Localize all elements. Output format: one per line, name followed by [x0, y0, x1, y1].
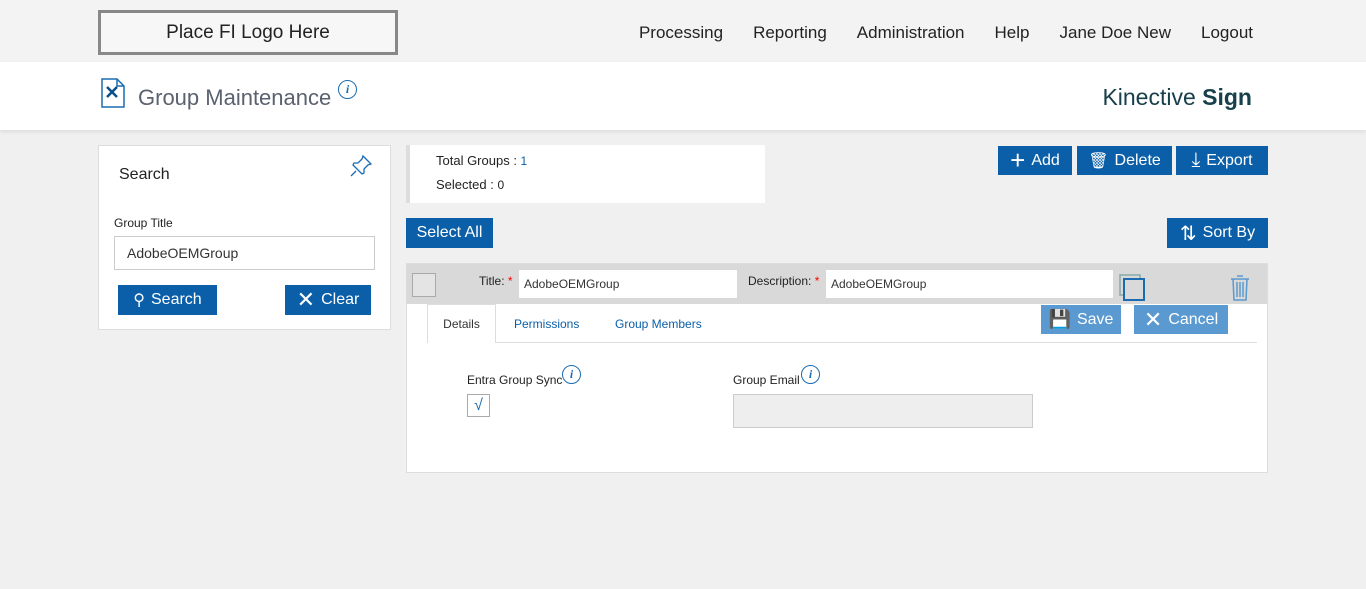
selected-value: 0: [497, 178, 505, 192]
nav-help[interactable]: Help: [994, 23, 1030, 42]
tab-divider: [427, 342, 1257, 343]
export-button[interactable]: ⤓ Export: [1176, 146, 1268, 175]
plus-icon: +: [1010, 145, 1026, 175]
save-label: Save: [1076, 310, 1114, 328]
clear-button[interactable]: ✕ Clear: [285, 285, 371, 315]
nav-logout[interactable]: Logout: [1201, 23, 1253, 42]
selected-count: Selected : 0: [436, 177, 504, 192]
group-title-label: Group Title: [114, 216, 173, 230]
required-mark: *: [814, 274, 820, 288]
entra-sync-label: Entra Group Sync: [467, 373, 563, 387]
cancel-button[interactable]: ✕ Cancel: [1134, 305, 1228, 334]
nav-processing[interactable]: Processing: [638, 23, 724, 42]
brand-logo: Kinective Sign: [1102, 84, 1252, 111]
info-icon[interactable]: i: [562, 365, 581, 384]
main-nav: Processing Reporting Administration Help…: [639, 23, 1253, 43]
description-label: Description: *: [748, 274, 819, 288]
delete-label: Delete: [1114, 151, 1161, 169]
add-button[interactable]: + Add: [998, 145, 1072, 175]
nav-user[interactable]: Jane Doe New: [1059, 23, 1171, 42]
tab-group-members[interactable]: Group Members: [615, 317, 702, 331]
summary-panel: Total Groups : 1 Selected : 0: [406, 145, 765, 203]
total-groups: Total Groups : 1: [436, 153, 527, 168]
search-panel: Search Group Title AdobeOEMGroup ⚲ Search…: [98, 145, 391, 330]
download-icon: ⤓: [1191, 149, 1201, 171]
save-button[interactable]: 💾 Save: [1041, 305, 1121, 334]
tab-details[interactable]: Details: [427, 304, 496, 343]
description-input[interactable]: AdobeOEMGroup: [826, 270, 1113, 298]
document-tools-icon: [101, 78, 125, 108]
total-label: Total Groups :: [436, 153, 521, 168]
title-label-text: Title:: [479, 274, 505, 288]
search-panel-title: Search: [119, 166, 170, 183]
clear-button-label: Clear: [321, 291, 360, 308]
group-card: Title: * AdobeOEMGroup Description: * Ad…: [406, 263, 1268, 473]
sort-icon: ⇅: [1179, 222, 1197, 245]
title-label: Title: *: [479, 274, 513, 288]
close-icon: ✕: [296, 287, 316, 312]
copy-icon[interactable]: [1119, 274, 1147, 302]
search-icon: ⚲: [133, 292, 145, 309]
page-title: Group Maintenance: [138, 85, 331, 111]
sort-by-button[interactable]: ⇅ Sort By: [1167, 218, 1268, 248]
info-icon[interactable]: i: [338, 80, 357, 99]
logo-placeholder: Place FI Logo Here: [98, 10, 398, 55]
nav-administration[interactable]: Administration: [856, 23, 965, 42]
selected-label: Selected :: [436, 177, 498, 192]
group-email-input[interactable]: [733, 394, 1033, 428]
group-select-checkbox[interactable]: [412, 273, 436, 297]
brand-text-bold: Sign: [1202, 84, 1252, 110]
total-value: 1: [520, 154, 528, 168]
title-input[interactable]: AdobeOEMGroup: [519, 270, 737, 298]
trash-icon[interactable]: [1229, 274, 1251, 302]
save-icon: 💾: [1048, 309, 1071, 329]
pin-icon[interactable]: [349, 154, 373, 178]
delete-button[interactable]: 🗑 Delete: [1077, 146, 1172, 175]
description-label-text: Description:: [748, 274, 812, 288]
page-title-text: Group Maintenance: [138, 85, 332, 110]
add-label: Add: [1031, 151, 1060, 169]
search-button-label: Search: [151, 291, 202, 308]
cancel-label: Cancel: [1168, 310, 1219, 328]
group-title-input[interactable]: AdobeOEMGroup: [114, 236, 375, 270]
group-email-label: Group Email: [733, 373, 800, 387]
tab-permissions[interactable]: Permissions: [514, 317, 580, 331]
page-header: [0, 62, 1366, 130]
select-all-button[interactable]: Select All: [406, 218, 493, 248]
export-label: Export: [1206, 151, 1253, 169]
top-bar: Place FI Logo Here Processing Reporting …: [0, 0, 1366, 62]
trash-icon: 🗑: [1088, 152, 1109, 170]
sort-by-label: Sort By: [1202, 224, 1256, 241]
search-button[interactable]: ⚲ Search: [118, 285, 217, 315]
brand-text: Kinective: [1102, 84, 1203, 110]
entra-sync-checkbox[interactable]: √: [467, 394, 490, 417]
nav-reporting[interactable]: Reporting: [753, 23, 827, 42]
info-icon[interactable]: i: [801, 365, 820, 384]
required-mark: *: [507, 274, 513, 288]
close-icon: ✕: [1143, 306, 1163, 332]
